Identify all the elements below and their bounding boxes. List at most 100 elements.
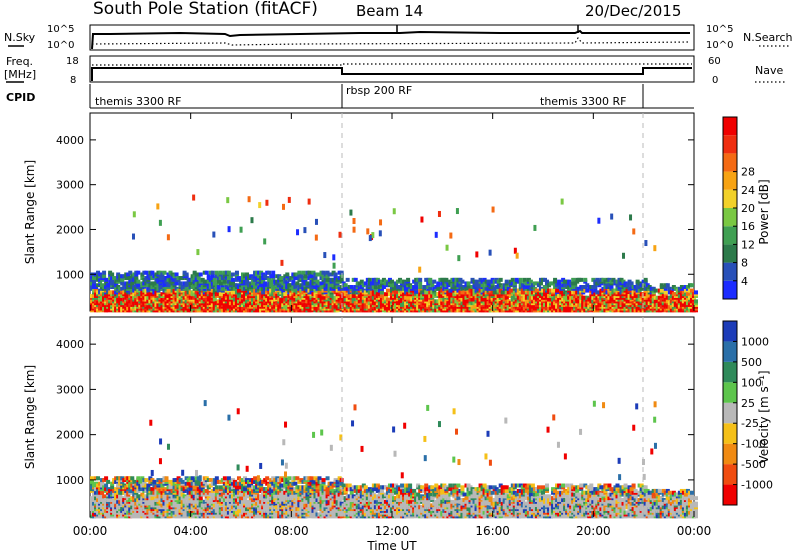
power-pixel: [422, 285, 427, 290]
power-pixel: [98, 277, 103, 282]
velocity-pixel: [194, 476, 199, 481]
power-pixel: [122, 283, 127, 288]
power-pixel: [436, 299, 441, 304]
power-pixel: [629, 281, 634, 286]
power-pixel: [366, 228, 370, 235]
power-pixel: [416, 293, 421, 298]
power-pixel: [128, 299, 133, 304]
power-pixel: [623, 281, 628, 286]
velocity-pixel: [216, 494, 221, 499]
power-pixel: [635, 293, 640, 298]
power-pixel: [424, 302, 429, 307]
power-pixel: [314, 218, 318, 225]
power-pixel: [490, 290, 495, 295]
power-pixel: [448, 288, 453, 293]
power-pixel: [434, 292, 439, 297]
power-pixel: [569, 286, 574, 291]
velocity-pixel: [172, 481, 177, 486]
power-pixel: [540, 288, 545, 293]
power-pixel: [311, 297, 316, 302]
power-pixel: [257, 299, 262, 304]
power-pixel: [569, 295, 574, 300]
power-pixel: [490, 277, 495, 282]
power-pixel: [351, 302, 356, 307]
power-pixel: [653, 245, 657, 252]
power-pixel: [265, 276, 270, 281]
power-pixel: [563, 299, 568, 304]
power-colorbar-tick-label: 16: [741, 220, 755, 233]
power-pixel: [645, 299, 650, 304]
power-pixel: [392, 283, 396, 288]
velocity-pixel: [208, 497, 213, 502]
power-pixel: [277, 292, 282, 297]
power-pixel: [543, 285, 547, 290]
power-pixel: [516, 288, 521, 293]
power-pixel: [601, 304, 606, 309]
freq-tick-bottom: 8: [70, 75, 76, 86]
power-pixel: [361, 295, 366, 300]
power-pixel: [148, 270, 153, 275]
power-pixel: [402, 279, 407, 284]
power-pixel: [291, 272, 296, 277]
velocity-pixel: [116, 505, 121, 510]
power-pixel: [410, 302, 415, 307]
velocity-pixel: [156, 490, 161, 495]
power-pixel: [309, 281, 314, 286]
power-pixel: [639, 304, 644, 309]
power-pixel: [335, 277, 340, 282]
power-pixel: [216, 279, 221, 284]
velocity-pixel: [148, 505, 153, 510]
power-pixel: [597, 302, 602, 307]
power-pixel: [534, 302, 539, 307]
power-pixel: [605, 302, 610, 307]
power-pixel: [339, 299, 344, 304]
power-pixel: [337, 270, 342, 275]
power-pixel: [130, 301, 135, 306]
power-pixel: [492, 290, 497, 295]
power-pixel: [204, 297, 209, 302]
power-pixel: [605, 297, 610, 302]
power-pixel: [236, 288, 241, 293]
power-pixel: [522, 277, 527, 282]
velocity-pixel: [170, 494, 175, 499]
power-pixel: [283, 292, 288, 297]
power-pixel: [353, 285, 358, 290]
power-pixel: [595, 277, 600, 282]
power-pixel: [669, 293, 674, 298]
power-pixel: [502, 290, 507, 295]
power-pixel: [432, 279, 437, 284]
nsky-frame: [89, 24, 695, 51]
power-pixel: [420, 302, 425, 307]
power-pixel: [168, 283, 173, 288]
power-pixel: [402, 286, 407, 291]
power-pixel: [428, 306, 433, 311]
power-pixel: [663, 308, 668, 313]
power-pixel: [563, 279, 568, 284]
velocity-pixel: [164, 497, 169, 502]
power-pixel: [645, 286, 650, 291]
power-pixel: [387, 277, 392, 282]
power-pixel: [603, 288, 608, 293]
power-pixel: [555, 304, 560, 309]
power-pixel: [458, 277, 463, 282]
power-pixel: [214, 286, 219, 291]
power-pixel: [158, 270, 163, 275]
power-pixel: [480, 279, 485, 284]
power-pixel: [299, 274, 304, 279]
power-pixel: [478, 277, 483, 282]
power-pixel: [667, 295, 672, 300]
power-pixel: [406, 286, 411, 291]
power-pixel: [669, 290, 674, 295]
power-pixel: [297, 270, 302, 275]
power-pixel: [631, 285, 636, 290]
power-pixel: [500, 304, 505, 309]
power-pixel: [613, 295, 618, 300]
power-pixel: [110, 299, 115, 304]
power-pixel: [440, 288, 445, 293]
power-pixel: [645, 283, 650, 288]
power-pixel: [583, 295, 588, 300]
velocity-pixel: [132, 479, 137, 484]
power-pixel: [227, 226, 231, 233]
power-pixel: [212, 297, 217, 302]
power-pixel: [283, 279, 288, 284]
